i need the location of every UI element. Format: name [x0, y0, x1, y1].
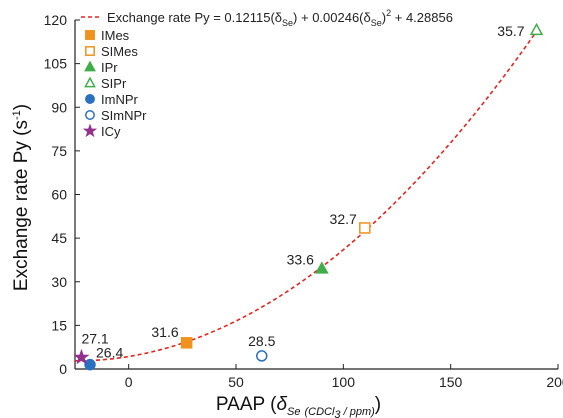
x-tick-label: 200 — [546, 374, 563, 390]
y-axis-title: Exchange rate Py (s-1) — [11, 104, 32, 291]
x-tick-label: 100 — [332, 374, 356, 390]
y-tick-label: 15 — [51, 317, 67, 333]
y-tick-label: 120 — [44, 12, 68, 28]
y-tick-label: 60 — [51, 187, 67, 203]
legend-marker-simes — [85, 46, 95, 56]
data-label-imes: 31.6 — [151, 324, 178, 340]
data-label-imnpr: 26.4 — [96, 345, 123, 361]
y-tick-label: 90 — [51, 99, 67, 115]
x-tick-label: 50 — [228, 374, 244, 390]
legend-marker-simnpr — [85, 110, 95, 120]
y-tick-label: 45 — [51, 230, 67, 246]
data-point-imes — [180, 337, 193, 349]
legend: Exchange rate Py = 0.12115(δSe) + 0.0024… — [81, 8, 453, 139]
legend-marker-imnpr — [85, 94, 95, 104]
data-label-ipr: 33.6 — [287, 252, 314, 268]
legend-label-imnpr: ImNPr — [101, 92, 139, 107]
data-point-icy — [73, 348, 90, 365]
x-axis-title: PAAP (δSe (CDCl3 / ppm)) — [216, 394, 381, 418]
y-tick-label: 105 — [44, 56, 68, 72]
fit-curve — [74, 30, 538, 362]
data-label-simnpr: 28.5 — [248, 333, 275, 349]
data-point-ipr — [315, 261, 329, 274]
fit-curve-layer — [74, 30, 538, 362]
legend-label-ipr: IPr — [101, 60, 118, 75]
legend-fit-label: Exchange rate Py = 0.12115(δSe) + 0.0024… — [107, 8, 453, 28]
legend-marker-sipr — [84, 76, 96, 88]
data-labels-layer: 31.6 32.7 33.6 35.7 26.4 28.5 27.1 — [81, 23, 524, 360]
legend-label-imes: IMes — [101, 28, 130, 43]
legend-label-sipr: SIPr — [101, 76, 127, 91]
data-label-sipr: 35.7 — [497, 23, 524, 39]
y-tick-label: 75 — [51, 143, 67, 159]
x-tick-label: 0 — [125, 374, 133, 390]
legend-marker-imes — [85, 30, 95, 40]
y-tick-label: 30 — [51, 274, 67, 290]
data-point-simes — [359, 222, 371, 234]
data-label-icy: 27.1 — [81, 330, 108, 346]
data-point-sipr — [529, 22, 544, 36]
x-tick-label: 150 — [439, 374, 463, 390]
legend-marker-icy — [82, 123, 98, 138]
legend-label-icy: ICy — [101, 124, 121, 139]
data-points-layer — [73, 22, 544, 371]
legend-marker-ipr — [84, 60, 96, 72]
data-label-simes: 32.7 — [330, 211, 357, 227]
legend-label-simes: SIMes — [101, 44, 138, 59]
data-point-simnpr — [256, 350, 268, 362]
legend-label-simnpr: SImNPr — [101, 108, 147, 123]
y-tick-label: 0 — [59, 361, 67, 377]
data-point-imnpr — [84, 358, 96, 371]
axes: 0 50 100 150 200 0 15 30 45 60 75 90 105 120 — [44, 12, 563, 390]
